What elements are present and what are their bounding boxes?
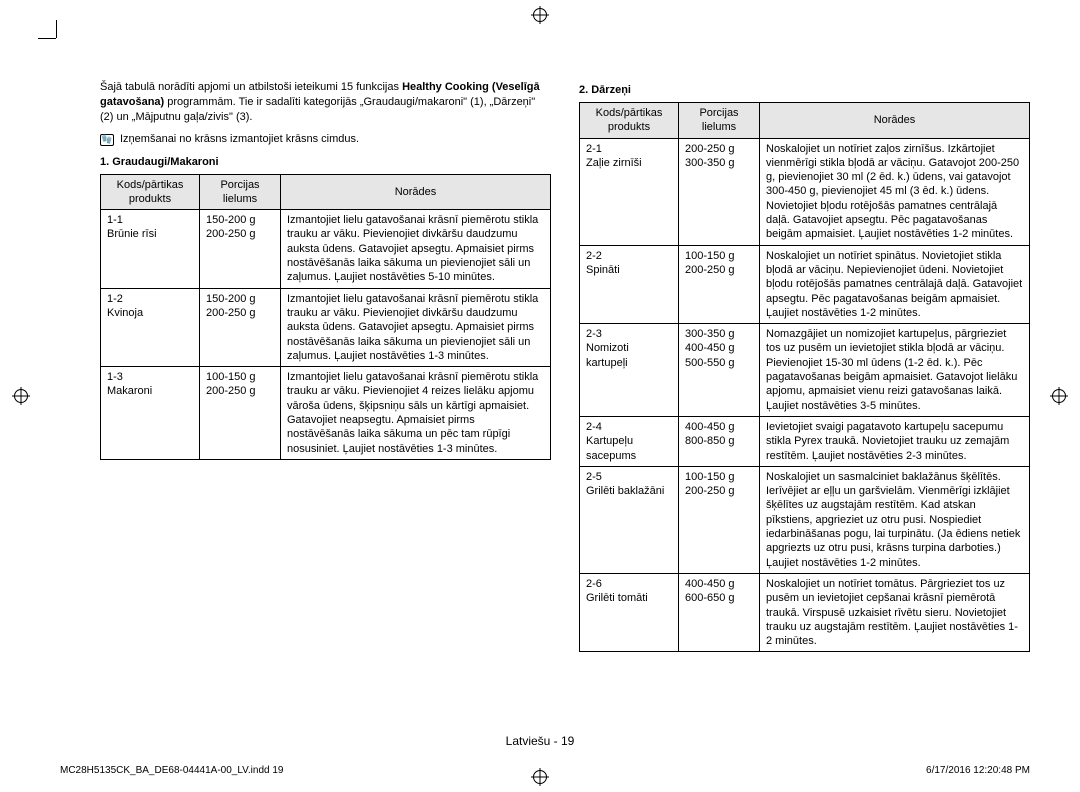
- intro-text-1: Šajā tabulā norādīti apjomi un atbilstoš…: [100, 81, 402, 93]
- cell-code: 2-2Spināti: [580, 245, 679, 323]
- table-grains: Kods/pārtikas produkts Porcijas lielums …: [100, 174, 551, 460]
- indd-filename: MC28H5135CK_BA_DE68-04441A-00_LV.indd 19: [60, 765, 284, 776]
- section-1-title: 1. Graudaugi/Makaroni: [100, 156, 551, 168]
- page: Šajā tabulā norādīti apjomi un atbilstoš…: [0, 0, 1080, 792]
- cell-size: 100-150 g200-250 g: [679, 245, 760, 323]
- cell-code: 2-3Nomizoti kartupeļi: [580, 324, 679, 417]
- cell-notes: Izmantojiet lielu gatavošanai krāsnī pie…: [281, 367, 551, 460]
- right-column: 2. Dārzeņi Kods/pārtikas produkts Porcij…: [579, 80, 1030, 652]
- left-column: Šajā tabulā norādīti apjomi un atbilstoš…: [100, 80, 551, 652]
- registration-mark-icon: [14, 389, 28, 403]
- th-code: Kods/pārtikas produkts: [580, 103, 679, 139]
- note-text: Izņemšanai no krāsns izmantojiet krāsns …: [120, 133, 359, 145]
- table-row: 2-3Nomizoti kartupeļi300-350 g400-450 g5…: [580, 324, 1030, 417]
- table-row: 2-1Zaļie zirnīši200-250 g300-350 gNoskal…: [580, 138, 1030, 245]
- cell-notes: Izmantojiet lielu gatavošanai krāsnī pie…: [281, 288, 551, 366]
- th-size: Porcijas lielums: [200, 174, 281, 210]
- cell-size: 150-200 g200-250 g: [200, 288, 281, 366]
- cell-size: 400-450 g800-850 g: [679, 416, 760, 466]
- print-timestamp: 6/17/2016 12:20:48 PM: [926, 765, 1030, 776]
- intro-paragraph: Šajā tabulā norādīti apjomi un atbilstoš…: [100, 80, 551, 125]
- table-vegetables: Kods/pārtikas produkts Porcijas lielums …: [579, 102, 1030, 652]
- table-row: 2-6Grilēti tomāti400-450 g600-650 gNoska…: [580, 573, 1030, 651]
- registration-mark-icon: [533, 770, 547, 784]
- cell-code: 2-5Grilēti baklažāni: [580, 466, 679, 573]
- glove-icon: 🧤: [100, 134, 114, 146]
- page-footer: Latviešu - 19: [0, 734, 1080, 748]
- section-2-title: 2. Dārzeņi: [579, 84, 1030, 96]
- table-row: 2-2Spināti100-150 g200-250 gNoskalojiet …: [580, 245, 1030, 323]
- cell-size: 200-250 g300-350 g: [679, 138, 760, 245]
- cell-size: 100-150 g200-250 g: [200, 367, 281, 460]
- cell-code: 2-1Zaļie zirnīši: [580, 138, 679, 245]
- registration-mark-icon: [533, 8, 547, 22]
- crop-mark-icon: [56, 20, 57, 38]
- th-size: Porcijas lielums: [679, 103, 760, 139]
- cell-notes: Ievietojiet svaigi pagatavoto kartupeļu …: [760, 416, 1030, 466]
- table-row: 2-4Kartupeļu sacepums400-450 g800-850 gI…: [580, 416, 1030, 466]
- cell-notes: Nomazgājiet un nomizojiet kartupeļus, pā…: [760, 324, 1030, 417]
- cell-notes: Izmantojiet lielu gatavošanai krāsnī pie…: [281, 210, 551, 288]
- cell-notes: Noskalojiet un notīriet spinātus. Noviet…: [760, 245, 1030, 323]
- table-header-row: Kods/pārtikas produkts Porcijas lielums …: [580, 103, 1030, 139]
- cell-code: 2-6Grilēti tomāti: [580, 573, 679, 651]
- cell-notes: Noskalojiet un notīriet zaļos zirnīšus. …: [760, 138, 1030, 245]
- registration-mark-icon: [1052, 389, 1066, 403]
- content-area: Šajā tabulā norādīti apjomi un atbilstoš…: [100, 80, 1030, 652]
- cell-notes: Noskalojiet un notīriet tomātus. Pārgrie…: [760, 573, 1030, 651]
- cell-code: 1-3Makaroni: [101, 367, 200, 460]
- cell-size: 150-200 g200-250 g: [200, 210, 281, 288]
- cell-code: 1-2Kvinoja: [101, 288, 200, 366]
- cell-code: 2-4Kartupeļu sacepums: [580, 416, 679, 466]
- intro-text-2: programmām. Tie ir sadalīti kategorijās …: [100, 96, 535, 123]
- table-row: 1-2Kvinoja150-200 g200-250 gIzmantojiet …: [101, 288, 551, 366]
- table-row: 1-1Brūnie rīsi150-200 g200-250 gIzmantoj…: [101, 210, 551, 288]
- table-row: 2-5Grilēti baklažāni100-150 g200-250 gNo…: [580, 466, 1030, 573]
- cell-notes: Noskalojiet un sasmalciniet baklažānus š…: [760, 466, 1030, 573]
- th-notes: Norādes: [760, 103, 1030, 139]
- th-code: Kods/pārtikas produkts: [101, 174, 200, 210]
- table-row: 1-3Makaroni100-150 g200-250 gIzmantojiet…: [101, 367, 551, 460]
- cell-size: 300-350 g400-450 g500-550 g: [679, 324, 760, 417]
- th-notes: Norādes: [281, 174, 551, 210]
- cell-size: 400-450 g600-650 g: [679, 573, 760, 651]
- crop-mark-icon: [38, 38, 56, 39]
- table-header-row: Kods/pārtikas produkts Porcijas lielums …: [101, 174, 551, 210]
- cell-code: 1-1Brūnie rīsi: [101, 210, 200, 288]
- note-row: 🧤 Izņemšanai no krāsns izmantojiet krāsn…: [100, 133, 551, 146]
- cell-size: 100-150 g200-250 g: [679, 466, 760, 573]
